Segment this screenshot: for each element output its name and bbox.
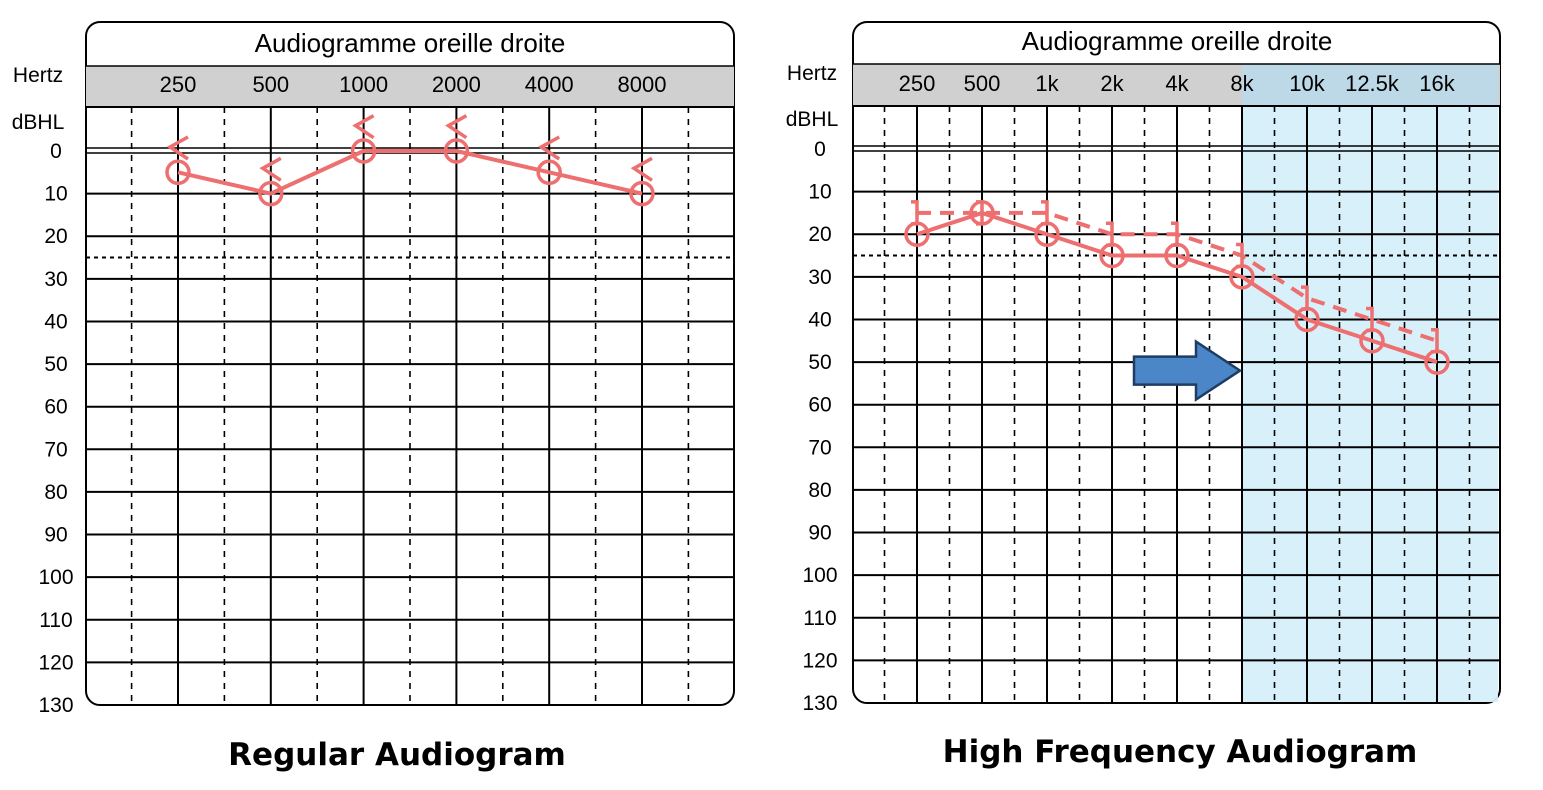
bone-conduction-marker <box>1041 200 1049 226</box>
y-tick-label: 80 <box>44 481 67 504</box>
air-conduction-marker <box>536 159 562 186</box>
air-conduction-marker <box>629 180 655 207</box>
x-tick-label: 8000 <box>618 72 667 97</box>
y-tick-label: 50 <box>808 351 831 374</box>
y-tick-label: 120 <box>802 649 837 672</box>
x-tick-label: 10k <box>1289 71 1325 96</box>
y-tick-label: 50 <box>44 353 67 376</box>
highlight-arrow-icon <box>1132 339 1243 402</box>
y-tick-label: 90 <box>44 524 67 547</box>
bone-conduction-marker <box>1171 221 1179 247</box>
y-tick-label: 130 <box>38 694 73 717</box>
chart-caption: High Frequency Audiogram <box>943 734 1418 770</box>
x-tick-label: 12.5k <box>1345 71 1400 96</box>
x-tick-label: 2k <box>1100 71 1124 96</box>
y-tick-label: 0 <box>814 138 826 161</box>
x-tick-label: 250 <box>160 72 197 97</box>
y-tick-label: 110 <box>39 609 72 632</box>
y-tick-label: 70 <box>808 436 831 459</box>
y-tick-label: 120 <box>38 651 73 674</box>
y-tick-label: 30 <box>808 266 831 289</box>
air-conduction-marker <box>350 138 377 164</box>
bone-conduction-marker <box>166 135 189 161</box>
high-frequency-audiogram-chart: Audiogramme oreille droite Hertz dBHL 25… <box>786 21 1501 770</box>
y-tick-label: 10 <box>808 181 831 204</box>
y-axis-label: dBHL <box>12 111 65 134</box>
y-tick-label: 80 <box>808 479 831 502</box>
air-conduction-line <box>916 210 1438 364</box>
x-tick-label: 500 <box>252 72 289 97</box>
x-tick-label: 8k <box>1230 71 1254 96</box>
y-tick-label: 100 <box>802 564 837 587</box>
air-conduction-line <box>177 149 643 196</box>
y-tick-label: 30 <box>44 268 67 291</box>
x-tick-label: 250 <box>899 71 936 96</box>
y-tick-label: 40 <box>44 310 67 333</box>
bone-conduction-marker <box>1236 242 1244 269</box>
x-axis-label: Hertz <box>787 62 837 85</box>
y-axis-label: dBHL <box>786 108 839 131</box>
y-tick-label: 130 <box>802 692 837 715</box>
x-tick-label: 1k <box>1035 71 1059 96</box>
x-tick-label: 2000 <box>432 72 481 97</box>
high-frequency-header-highlight <box>1242 64 1498 106</box>
bone-conduction-marker <box>1106 221 1114 247</box>
chart-title: Audiogramme oreille droite <box>255 28 566 58</box>
bone-conduction-marker <box>1366 306 1374 333</box>
x-tick-label: 4000 <box>525 72 574 97</box>
x-tick-label: 16k <box>1419 71 1455 96</box>
y-tick-label: 110 <box>803 607 836 630</box>
y-tick-label: 20 <box>808 223 831 246</box>
x-axis-label: Hertz <box>13 64 63 87</box>
x-tick-label: 500 <box>964 71 1001 96</box>
high-frequency-highlight-region <box>1242 64 1498 702</box>
y-tick-label: 20 <box>44 225 67 248</box>
y-tick-label: 60 <box>44 396 67 419</box>
y-tick-label: 70 <box>44 438 67 461</box>
air-conduction-marker <box>165 159 191 186</box>
bone-conduction-marker <box>1301 285 1309 311</box>
chart-caption: Regular Audiogram <box>228 737 566 773</box>
y-tick-label: 10 <box>44 183 67 206</box>
bone-conduction-marker <box>259 156 282 182</box>
regular-audiogram-chart: Audiogramme oreille droite Hertz dBHL 25… <box>12 21 735 773</box>
bone-conduction-marker <box>352 114 375 140</box>
x-tick-label: 4k <box>1165 71 1189 96</box>
y-tick-label: 90 <box>808 522 831 545</box>
y-tick-label: 100 <box>38 566 73 589</box>
bone-conduction-marker <box>537 135 561 161</box>
bone-conduction-marker <box>911 200 919 226</box>
y-tick-label: 40 <box>808 308 831 331</box>
bone-conduction-marker <box>445 114 468 140</box>
air-conduction-marker <box>258 180 284 207</box>
chart-title: Audiogramme oreille droite <box>1022 26 1333 56</box>
y-tick-label: 60 <box>808 394 831 417</box>
bone-conduction-marker <box>1431 328 1439 354</box>
frequency-header-band <box>86 66 734 107</box>
air-conduction-marker <box>443 138 470 164</box>
bone-conduction-marker <box>976 200 984 226</box>
bone-conduction-marker <box>630 156 653 182</box>
y-tick-label: 0 <box>50 140 62 163</box>
x-tick-label: 1000 <box>339 72 388 97</box>
